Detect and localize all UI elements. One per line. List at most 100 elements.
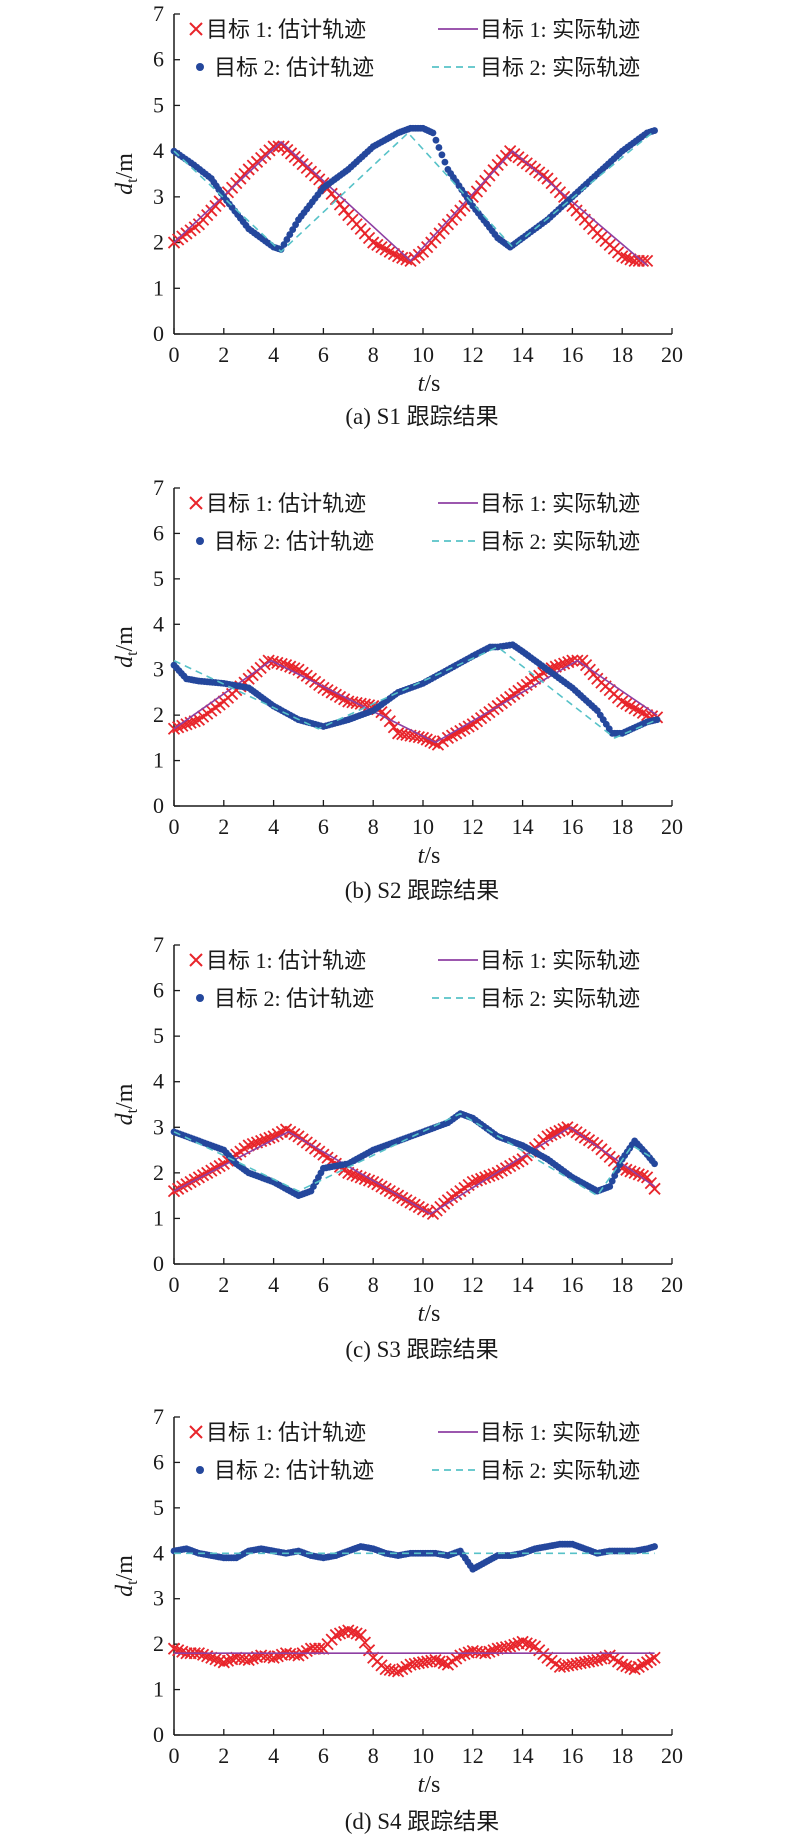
data-point-x: [648, 1182, 661, 1195]
data-point-x: [267, 1651, 280, 1664]
y-axis-subscript: t: [124, 178, 141, 183]
legend-marker-t1-est: [189, 1425, 203, 1439]
legend-label-t2-est: 目标 2: 估计轨迹: [214, 55, 374, 80]
x-axis-title: t/s: [418, 371, 441, 397]
legend-label-t1-est: 目标 1: 估计轨迹: [206, 1420, 366, 1445]
x-tick-label: 4: [268, 1743, 279, 1768]
data-point-x: [620, 251, 633, 264]
x-tick-label: 16: [561, 1743, 583, 1768]
series-t1-true: [173, 140, 648, 267]
data-point-x: [221, 1654, 235, 1667]
legend-label-t1-true: 目标 1: 实际轨迹: [480, 17, 640, 42]
data-point-x: [499, 1641, 513, 1654]
data-point-x: [541, 1130, 554, 1143]
x-axis-variable: t: [418, 1301, 426, 1327]
data-point-x: [196, 1648, 210, 1661]
data-point-dot: [616, 1161, 624, 1169]
x-tick-label: 18: [611, 1743, 633, 1768]
series-line-t2-true: [173, 131, 653, 253]
legend-label-t2-est: 目标 2: 估计轨迹: [214, 1458, 374, 1483]
y-tick-label: 1: [153, 275, 164, 300]
x-axis-title: t/s: [418, 1772, 441, 1798]
legend-label-t2-true: 目标 2: 实际轨迹: [480, 529, 640, 554]
y-tick-label: 0: [153, 793, 164, 818]
data-point-x: [288, 662, 301, 675]
x-tick-label: 10: [412, 1272, 434, 1297]
x-tick-label: 12: [462, 1743, 484, 1768]
x-tick-label: 20: [661, 814, 683, 839]
x-tick-label: 0: [169, 1743, 180, 1768]
legend-marker-t2-est: [196, 994, 204, 1002]
x-tick-label: 20: [661, 342, 683, 367]
data-point-x: [566, 654, 579, 667]
data-point-x: [545, 1128, 558, 1141]
y-tick-label: 2: [153, 702, 164, 727]
y-tick-label: 7: [153, 475, 164, 500]
data-point-x: [516, 1635, 529, 1649]
x-tick-label: 6: [318, 342, 329, 367]
data-point-x: [205, 1651, 218, 1664]
legend-label-t2-true: 目标 2: 实际轨迹: [480, 1458, 640, 1483]
data-point-x: [508, 1638, 521, 1652]
data-point-x: [524, 1638, 538, 1652]
data-point-dot: [292, 221, 299, 229]
x-tick-label: 0: [169, 1272, 180, 1297]
data-point-x: [620, 1659, 633, 1673]
data-point-x: [354, 1171, 367, 1184]
data-point-x: [520, 1637, 533, 1650]
legend-marker-t2-est: [196, 63, 204, 71]
x-tick-label: 14: [512, 342, 534, 367]
y-axis-subscript: t: [124, 1580, 141, 1585]
data-point-x: [429, 1653, 442, 1667]
panel-caption: (d) S4 跟踪结果: [345, 1809, 500, 1834]
x-tick-label: 2: [218, 1743, 229, 1768]
x-tick-label: 10: [412, 1743, 434, 1768]
x-axis-variable: t: [418, 1772, 426, 1798]
legend-label-t1-est: 目标 1: 估计轨迹: [206, 17, 366, 42]
y-tick-label: 0: [153, 1722, 164, 1747]
legend-label-t1-true: 目标 1: 实际轨迹: [480, 1420, 640, 1445]
x-axis-title: t/s: [418, 843, 441, 869]
data-point-x: [557, 657, 571, 670]
series-t2-est: [170, 1540, 658, 1573]
y-tick-label: 4: [153, 1069, 164, 1094]
y-axis-subscript: t: [124, 1108, 141, 1113]
y-tick-label: 6: [153, 978, 164, 1003]
y-axis-variable: d: [112, 655, 138, 668]
y-tick-label: 1: [153, 1677, 164, 1702]
data-point-dot: [651, 1543, 658, 1550]
data-point-x: [259, 1133, 272, 1146]
series-line-t1-true: [173, 1126, 656, 1215]
x-axis-unit: /s: [424, 843, 440, 869]
data-point-x: [167, 1642, 181, 1655]
x-axis-title: t/s: [418, 1301, 441, 1327]
data-point-dot: [432, 136, 440, 144]
x-tick-label: 20: [661, 1743, 683, 1768]
x-tick-label: 6: [318, 1743, 329, 1768]
series-line-t2-true: [173, 1112, 656, 1197]
y-tick-label: 1: [153, 748, 164, 773]
series-t2-true: [173, 646, 658, 739]
data-point-x: [354, 1628, 367, 1642]
data-point-dot: [286, 231, 294, 238]
y-axis-unit: /m: [112, 626, 138, 652]
series-t2-true: [173, 1112, 656, 1197]
y-axis-title: dt/m: [112, 1083, 141, 1125]
x-tick-label: 16: [561, 1272, 583, 1297]
y-tick-label: 7: [153, 1, 164, 26]
data-point-dot: [653, 716, 661, 724]
data-point-x: [358, 1636, 372, 1649]
x-axis-unit: /s: [424, 1772, 440, 1798]
x-tick-label: 2: [218, 342, 229, 367]
y-axis-title: dt/m: [112, 1555, 141, 1597]
y-tick-label: 2: [153, 1160, 164, 1185]
x-tick-label: 6: [318, 814, 329, 839]
data-point-dot: [435, 144, 443, 151]
x-tick-label: 8: [368, 1272, 379, 1297]
x-tick-label: 0: [169, 814, 180, 839]
data-point-dot: [608, 1177, 616, 1185]
x-tick-label: 14: [512, 1272, 534, 1297]
data-point-x: [640, 1656, 654, 1669]
